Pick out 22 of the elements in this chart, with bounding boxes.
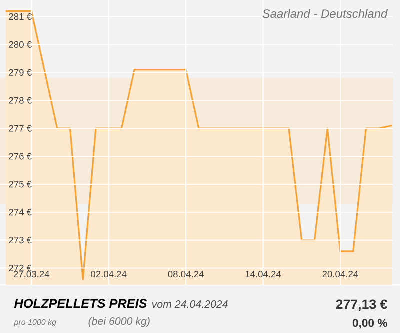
y-tick-label: 280 € (9, 41, 32, 48)
text: 277,13 € (336, 300, 388, 312)
y-tick-label: 275 € (9, 181, 32, 188)
y-tick-label: 273 € (9, 237, 32, 244)
x-tick-label: 14.04.24 (246, 271, 282, 278)
text: (bei 6000 kg) (88, 317, 150, 328)
x-tick-label: 02.04.24 (91, 271, 127, 278)
y-tick-label: 278 € (9, 97, 32, 104)
text: HOLZPELLETS PREIS (14, 299, 148, 308)
y-tick-label: 277 € (9, 125, 32, 132)
text: vom 24.04.2024 (152, 300, 228, 308)
y-tick-label: 279 € (9, 69, 32, 76)
text: 0,00 % (352, 319, 388, 329)
x-tick-label: 20.04.24 (322, 271, 358, 278)
text: Saarland - Deutschland (262, 9, 388, 18)
x-tick-label: 08.04.24 (168, 271, 204, 278)
y-tick-label: 276 € (9, 153, 32, 160)
text: pro 1000 kg (14, 319, 56, 327)
x-tick-label: 27.03.24 (14, 271, 50, 278)
y-tick-label: 281 € (9, 13, 32, 20)
y-tick-label: 274 € (9, 209, 32, 216)
y-tick-label: 272 € (9, 264, 32, 272)
